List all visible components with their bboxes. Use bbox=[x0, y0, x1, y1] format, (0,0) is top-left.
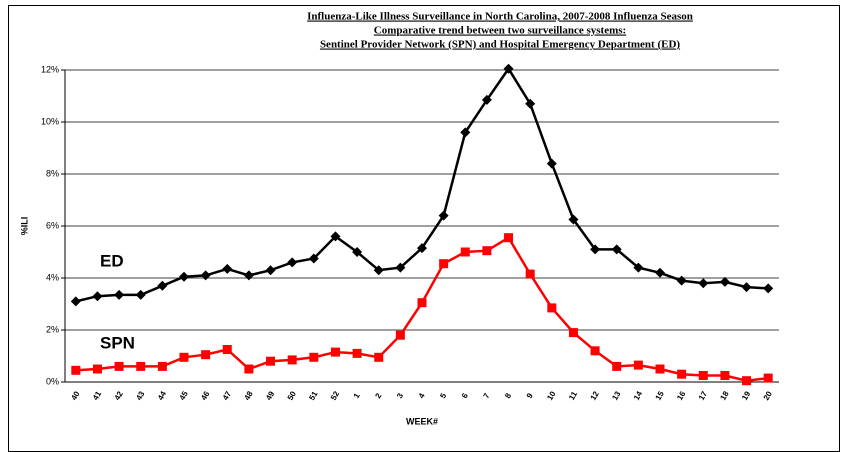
marker bbox=[504, 233, 514, 243]
marker bbox=[114, 361, 124, 371]
marker bbox=[374, 352, 384, 362]
marker bbox=[395, 262, 406, 273]
marker bbox=[438, 210, 449, 221]
marker bbox=[157, 361, 167, 371]
marker bbox=[136, 361, 146, 371]
marker bbox=[417, 243, 427, 254]
marker bbox=[352, 247, 363, 257]
marker bbox=[157, 280, 168, 291]
x-tick-label: 9 bbox=[525, 391, 535, 400]
y-tick-label: 2% bbox=[46, 324, 59, 334]
marker bbox=[741, 282, 752, 293]
marker bbox=[417, 298, 427, 308]
marker bbox=[287, 257, 298, 268]
marker bbox=[287, 355, 297, 365]
marker bbox=[92, 364, 102, 374]
marker bbox=[308, 253, 319, 264]
x-tick-label: 4 bbox=[417, 391, 427, 400]
x-tick-label: 6 bbox=[460, 391, 470, 400]
y-tick-label: 6% bbox=[46, 220, 59, 230]
marker bbox=[568, 214, 579, 225]
marker bbox=[633, 262, 644, 273]
marker bbox=[633, 360, 643, 370]
marker bbox=[590, 346, 600, 356]
marker bbox=[330, 231, 341, 242]
y-tick-label: 8% bbox=[46, 168, 59, 178]
y-tick-label: 0% bbox=[46, 376, 59, 386]
marker bbox=[114, 289, 125, 300]
marker bbox=[201, 350, 211, 360]
y-tick-label: 4% bbox=[46, 272, 59, 282]
series-label: SPN bbox=[100, 333, 135, 352]
series-label: ED bbox=[100, 251, 124, 270]
x-tick-label: 8 bbox=[503, 391, 513, 400]
marker bbox=[503, 63, 514, 74]
marker bbox=[655, 267, 665, 278]
x-tick-label: 2 bbox=[373, 391, 383, 400]
marker bbox=[135, 289, 146, 300]
marker bbox=[546, 158, 557, 169]
marker bbox=[244, 364, 254, 374]
marker bbox=[611, 244, 622, 255]
x-tick-label: 1 bbox=[352, 391, 362, 400]
marker bbox=[698, 371, 708, 380]
marker bbox=[222, 345, 232, 354]
marker bbox=[590, 244, 601, 255]
marker bbox=[612, 361, 622, 371]
y-tick-label: 12% bbox=[41, 64, 59, 74]
x-tick-label: 3 bbox=[395, 391, 405, 400]
marker bbox=[568, 328, 578, 338]
x-tick-label: 5 bbox=[438, 391, 448, 400]
marker bbox=[266, 356, 276, 366]
marker bbox=[243, 270, 254, 281]
marker bbox=[525, 269, 535, 279]
marker bbox=[92, 291, 103, 302]
x-axis-label: WEEK# bbox=[406, 416, 438, 426]
x-tick-label: 7 bbox=[482, 391, 492, 400]
y-tick-label: 10% bbox=[41, 116, 59, 126]
chart-title: Influenza-Like Illness Surveillance in N… bbox=[307, 11, 693, 23]
marker bbox=[676, 275, 687, 286]
marker bbox=[677, 369, 687, 379]
marker bbox=[222, 263, 233, 274]
marker bbox=[460, 127, 471, 138]
marker bbox=[763, 283, 774, 294]
marker bbox=[698, 278, 709, 289]
marker bbox=[71, 365, 81, 375]
marker bbox=[720, 371, 730, 380]
marker bbox=[70, 296, 81, 307]
marker bbox=[309, 352, 319, 362]
marker bbox=[265, 265, 276, 276]
marker bbox=[200, 270, 211, 281]
marker bbox=[179, 352, 189, 362]
marker bbox=[719, 276, 730, 287]
marker bbox=[482, 246, 492, 256]
marker bbox=[395, 330, 405, 340]
marker bbox=[525, 98, 536, 109]
marker bbox=[655, 364, 665, 374]
marker bbox=[547, 303, 557, 313]
marker bbox=[330, 347, 340, 357]
marker bbox=[742, 376, 752, 386]
chart-subtitle: Comparative trend between two surveillan… bbox=[374, 25, 626, 37]
marker bbox=[373, 265, 384, 276]
marker bbox=[179, 271, 189, 282]
marker bbox=[481, 94, 492, 105]
marker bbox=[460, 247, 470, 257]
marker bbox=[763, 373, 773, 383]
chart-frame bbox=[8, 5, 840, 452]
y-axis-label: %ILI bbox=[19, 217, 29, 236]
marker bbox=[352, 348, 362, 358]
chart-subtitle: Sentinel Provider Network (SPN) and Hosp… bbox=[320, 39, 680, 51]
marker bbox=[439, 259, 449, 269]
